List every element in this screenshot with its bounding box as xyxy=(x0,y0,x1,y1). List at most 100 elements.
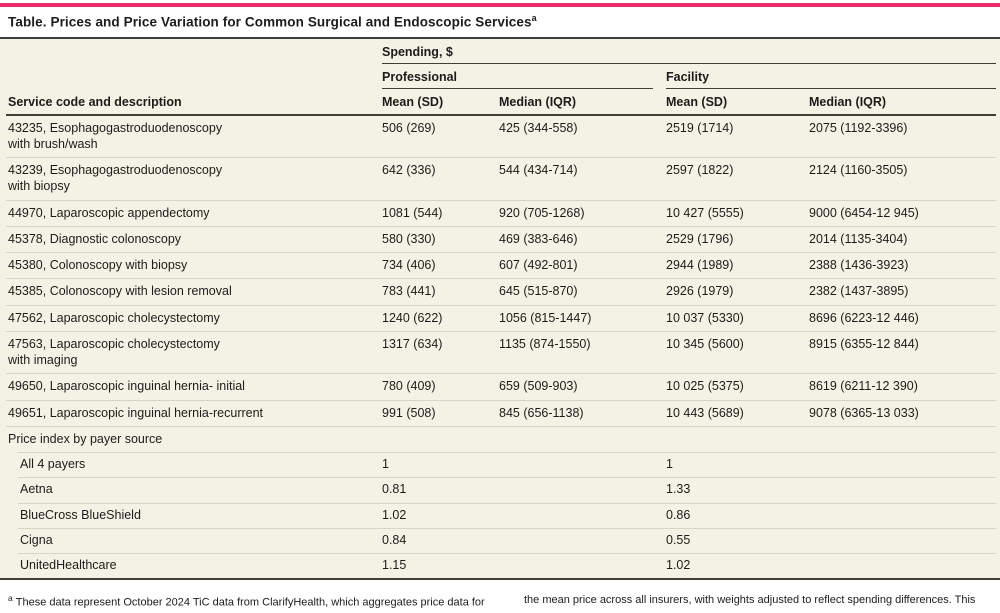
prof-median-cell: 607 (492-801) xyxy=(499,251,666,279)
prof-median-cell: 425 (344-558) xyxy=(499,120,578,135)
fac-median-cell: 8915 (6355-12 844) xyxy=(809,330,997,374)
payer-cell: UnitedHealthcare xyxy=(6,553,382,579)
table-row: 45385, Colonoscopy with lesion removal 7… xyxy=(6,278,997,305)
prof-mean-cell: 783 (441) xyxy=(382,278,499,305)
prof-mean-cell: 580 (330) xyxy=(382,225,499,253)
price-index-row: Aetna 0.81 1.33 xyxy=(6,477,997,503)
fac-index-cell: 1.33 xyxy=(666,477,809,503)
fac-index-cell: 0.55 xyxy=(666,527,809,553)
fac-mean-cell: 2926 (1979) xyxy=(666,278,809,305)
table-row: 45380, Colonoscopy with biopsy 734 (406)… xyxy=(6,251,997,279)
service-cell: 47563, Laparoscopic cholecystectomy with … xyxy=(6,330,382,374)
fac-index-cell: 1 xyxy=(666,452,809,478)
payer-cell: All 4 payers xyxy=(6,452,382,478)
prof-median-cell: 544 (434-714) xyxy=(499,157,666,200)
table-row: 45378, Diagnostic colonoscopy 580 (330) … xyxy=(6,225,997,253)
fac-median-cell: 8696 (6223-12 446) xyxy=(809,304,997,332)
service-cell: 45378, Diagnostic colonoscopy xyxy=(6,225,382,253)
table-row: 49650, Laparoscopic inguinal hernia- ini… xyxy=(6,373,997,400)
fac-mean-cell: 2944 (1989) xyxy=(666,251,809,279)
prof-mean-cell: 642 (336) xyxy=(382,157,499,200)
fac-median-cell: 2388 (1436-3923) xyxy=(809,251,997,279)
prof-median-cell: 645 (515-870) xyxy=(499,278,666,305)
table-row: 49651, Laparoscopic inguinal hernia-recu… xyxy=(6,399,997,427)
fac-mean-cell: 2597 (1822) xyxy=(666,157,809,200)
price-index-section-header-row: Price index by payer source xyxy=(6,425,997,452)
price-index-section-label: Price index by payer source xyxy=(6,425,997,452)
prof-mean-cell: 734 (406) xyxy=(382,251,499,279)
prof-mean-cell: 1081 (544) xyxy=(382,199,499,227)
fac-mean-cell: 10 037 (5330) xyxy=(666,304,809,332)
group-header-facility: Facility xyxy=(666,63,997,89)
payer-cell: Aetna xyxy=(6,477,382,503)
table-row: 44970, Laparoscopic appendectomy 1081 (5… xyxy=(6,199,997,227)
footnote-left-column: a These data represent October 2024 TiC d… xyxy=(8,593,485,609)
fac-mean-cell: 10 025 (5375) xyxy=(666,373,809,400)
prof-mean-cell: 991 (508) xyxy=(382,399,499,427)
column-header-fac-median: Median (IQR) xyxy=(809,88,997,116)
fac-median-cell: 9000 (6454-12 945) xyxy=(809,199,997,227)
column-header-row: Service code and description Mean (SD) M… xyxy=(6,88,997,116)
prof-index-cell: 1.02 xyxy=(382,502,499,528)
fac-index-cell: 0.86 xyxy=(666,502,809,528)
title-footnote-marker: a xyxy=(531,13,537,23)
prof-median-cell: 845 (656-1138) xyxy=(499,399,666,427)
table-row: 43239, Esophagogastroduodenoscopy with bi… xyxy=(6,157,997,200)
prof-mean-cell: 780 (409) xyxy=(382,373,499,400)
prof-index-cell: 0.81 xyxy=(382,477,499,503)
footnote-right-column: the mean price across all insurers, with… xyxy=(524,594,976,607)
group-header-spending: Spending, $ xyxy=(382,38,997,64)
service-cell: 43239, Esophagogastroduodenoscopy with bi… xyxy=(6,157,382,200)
payer-cell: Cigna xyxy=(6,527,382,553)
table-container: Spending, $ Professional Facility Servic… xyxy=(0,36,1000,581)
price-index-row: UnitedHealthcare 1.15 1.02 xyxy=(6,553,997,579)
column-header-prof-median: Median (IQR) xyxy=(499,88,666,116)
fac-mean-cell: 2519 (1714) xyxy=(666,120,734,135)
fac-median-cell: 2124 (1160-3505) xyxy=(809,157,997,200)
prof-median-cell: 920 (705-1268) xyxy=(499,199,666,227)
price-index-row: Cigna 0.84 0.55 xyxy=(6,527,997,553)
prof-median-cell: 1056 (815-1447) xyxy=(499,304,666,332)
accent-top-rule xyxy=(0,3,1000,7)
service-cell: 45385, Colonoscopy with lesion removal xyxy=(6,278,382,305)
fac-mean-cell: 10 427 (5555) xyxy=(666,199,809,227)
column-header-service: Service code and description xyxy=(6,88,382,116)
prof-mean-cell: 1240 (622) xyxy=(382,304,499,332)
prof-index-cell: 1 xyxy=(382,452,499,478)
fac-median-cell: 9078 (6365-13 033) xyxy=(809,399,997,427)
prof-mean-cell: 506 (269) xyxy=(382,120,436,135)
group-header-professional: Professional xyxy=(382,63,666,89)
column-header-fac-mean: Mean (SD) xyxy=(666,88,809,116)
prof-median-cell: 659 (509-903) xyxy=(499,373,666,400)
table-row: 47563, Laparoscopic cholecystectomy with … xyxy=(6,330,997,374)
table-title: Table. Prices and Price Variation for Co… xyxy=(8,13,992,30)
service-cell: 44970, Laparoscopic appendectomy xyxy=(6,199,382,227)
table-row: 47562, Laparoscopic cholecystectomy 1240… xyxy=(6,304,997,332)
footnote-marker: a xyxy=(8,593,13,604)
fac-median-cell: 2014 (1135-3404) xyxy=(809,225,997,253)
fac-mean-cell: 2529 (1796) xyxy=(666,225,809,253)
fac-mean-cell: 10 345 (5600) xyxy=(666,330,809,374)
column-header-prof-mean: Mean (SD) xyxy=(382,88,499,116)
empty-header-cell xyxy=(6,39,382,64)
fac-median-cell: 8619 (6211-12 390) xyxy=(809,373,997,400)
service-cell: 49650, Laparoscopic inguinal hernia- ini… xyxy=(6,373,382,400)
table-row: 43235, Esophagogastroduodenoscopy with br… xyxy=(6,115,996,158)
table-title-text: Table. Prices and Price Variation for Co… xyxy=(8,14,532,30)
price-index-row: BlueCross BlueShield 1.02 0.86 xyxy=(6,502,997,528)
prof-median-cell: 469 (383-646) xyxy=(499,225,666,253)
prof-mean-cell: 1317 (634) xyxy=(382,330,499,374)
fac-median-cell: 2075 (1192-3396) xyxy=(809,120,908,135)
group-header-row-prof-fac: Professional Facility xyxy=(6,63,997,89)
service-cell: 47562, Laparoscopic cholecystectomy xyxy=(6,304,382,332)
service-cell: 43235, Esophagogastroduodenoscopy with br… xyxy=(8,120,223,151)
fac-median-cell: 2382 (1437-3895) xyxy=(809,278,997,305)
prof-median-cell: 1135 (874-1550) xyxy=(499,330,666,374)
prof-index-cell: 0.84 xyxy=(382,527,499,553)
group-header-row-spending: Spending, $ xyxy=(6,38,997,64)
fac-mean-cell: 10 443 (5689) xyxy=(666,399,809,427)
footnote-block: a These data represent October 2024 TiC d… xyxy=(0,580,1000,613)
table-title-bar: Table. Prices and Price Variation for Co… xyxy=(0,7,1000,37)
payer-cell: BlueCross BlueShield xyxy=(6,502,382,528)
